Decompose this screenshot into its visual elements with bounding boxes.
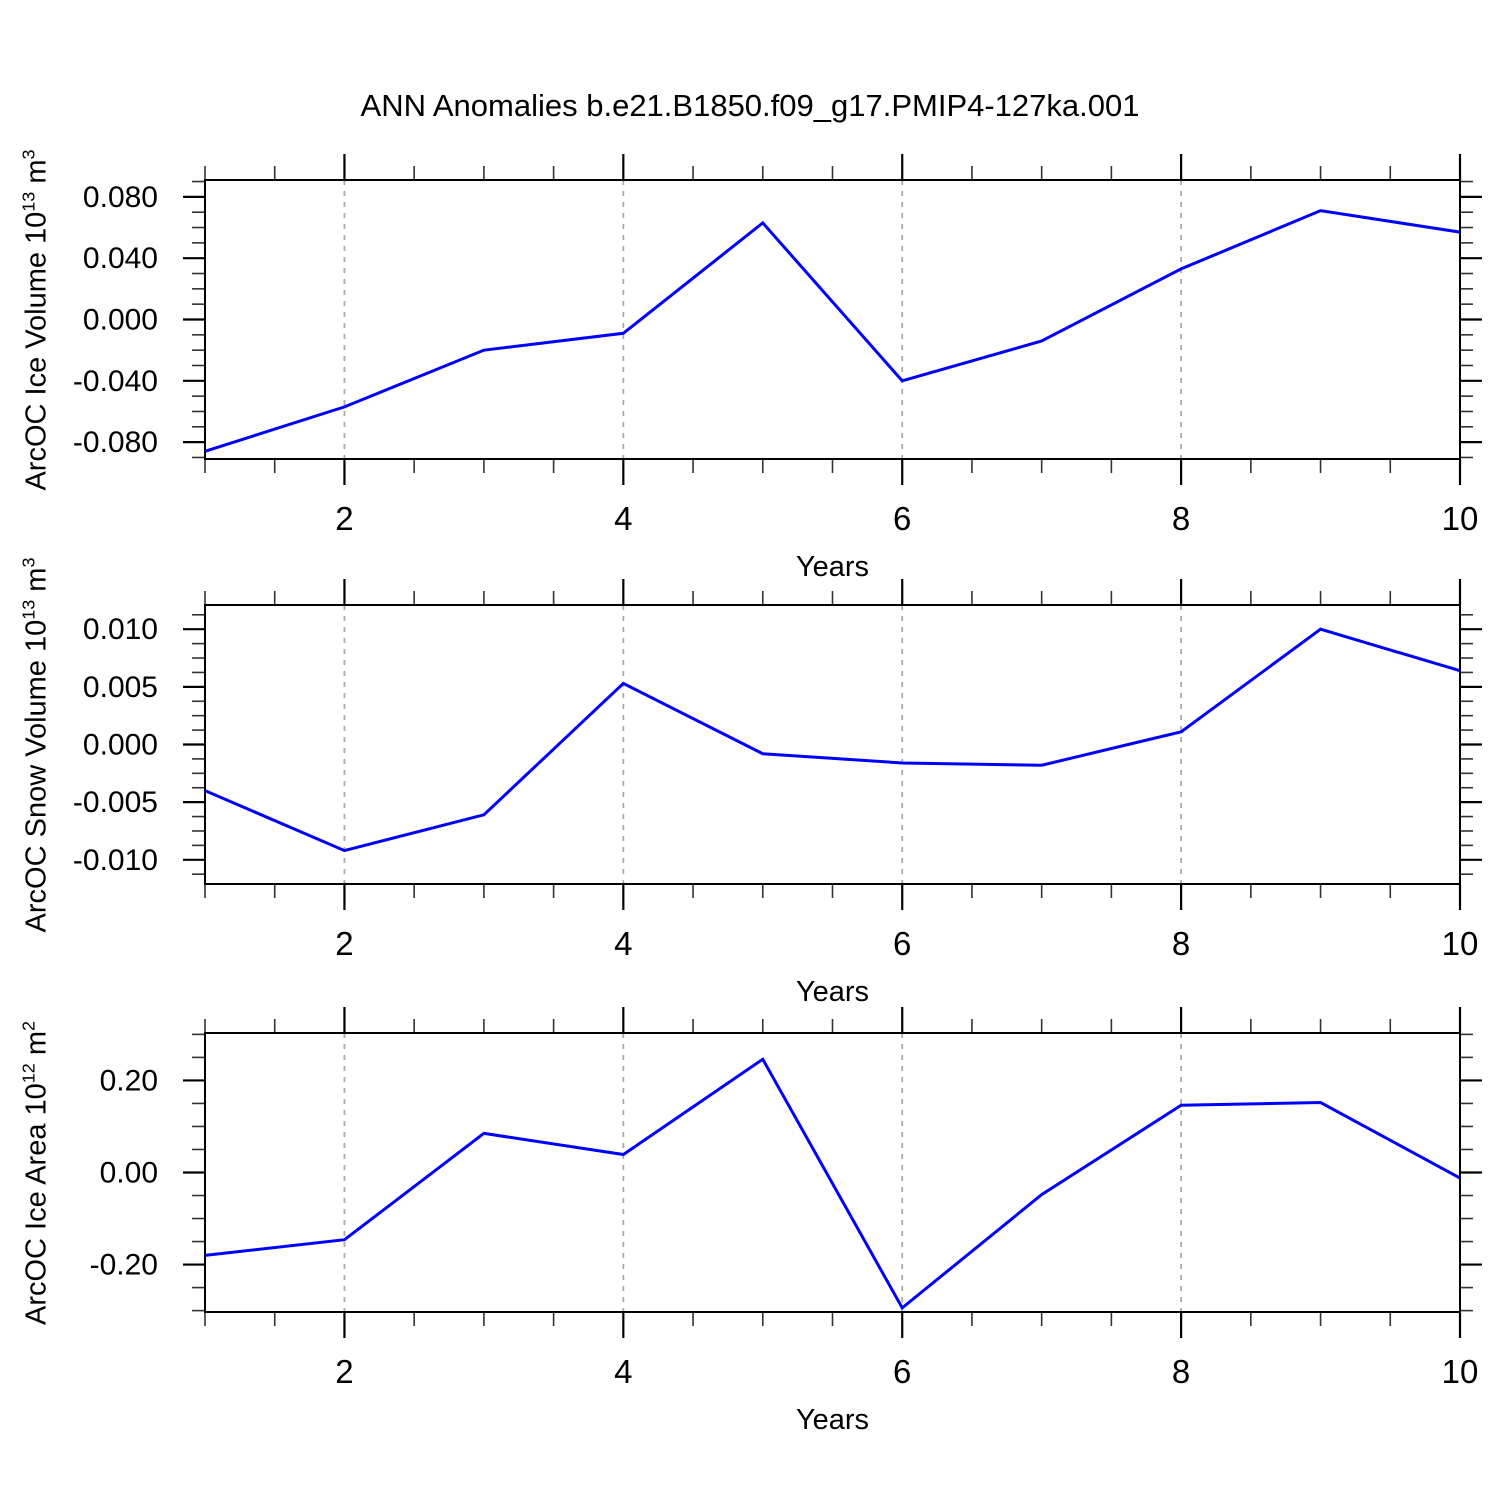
y-axis-title-text: m [20, 1030, 53, 1063]
y-tick-label: -0.010 [73, 844, 158, 877]
y-ticks [183, 1033, 1482, 1312]
gridlines [343, 180, 1183, 459]
y-tick-label: 0.000 [83, 304, 158, 337]
y-tick-label: -0.20 [90, 1249, 158, 1282]
y-tick-label: -0.005 [73, 786, 158, 819]
chart-arcoc-snow-volume: 2 4 6 8 10 -0.010 -0.005 0.000 0.005 0.010 Years [73, 579, 1482, 1008]
gridlines [343, 1033, 1183, 1312]
y-axis-title-snow-volume: ArcOC Snow Volume 1013 m3 [19, 557, 54, 932]
y-axis-title-ice-volume: ArcOC Ice Volume 1013 m3 [19, 149, 54, 490]
y-tick-label: 0.080 [83, 181, 158, 214]
y-tick-label: 0.00 [100, 1157, 158, 1190]
y-axis-title-superscript: 3 [18, 557, 39, 568]
plot-frame [204, 1032, 1461, 1313]
x-tick-label: 6 [893, 500, 911, 537]
y-axis-title-superscript: 12 [18, 1062, 39, 1083]
gridlines [343, 605, 1183, 884]
x-tick-label: 10 [1442, 1353, 1479, 1390]
x-tick-label: 4 [614, 500, 632, 537]
x-axis-label: Years [796, 1404, 869, 1436]
x-tick-label: 6 [893, 925, 911, 962]
x-tick-label: 4 [614, 925, 632, 962]
x-tick-labels: 2 4 6 8 10 [335, 1353, 1478, 1390]
x-tick-labels: 2 4 6 8 10 [335, 500, 1478, 537]
y-axis-title-text: m [20, 158, 53, 192]
y-tick-label: -0.080 [73, 426, 158, 459]
plot-frame [204, 179, 1461, 460]
chart-arcoc-ice-volume: 2 4 6 8 10 -0.080 -0.040 0.000 0.040 0.080 Years [73, 154, 1482, 583]
chart-arcoc-ice-area: 2 4 6 8 10 -0.20 0.00 0.20 Years [90, 1007, 1482, 1436]
y-axis-title-superscript: 2 [18, 1020, 39, 1031]
y-tick-label: 0.010 [83, 613, 158, 646]
x-ticks [204, 1007, 1462, 1338]
y-axis-title-text: ArcOC Snow Volume 10 [20, 619, 53, 932]
y-axis-title-ice-area: ArcOC Ice Area 1012 m2 [19, 1021, 54, 1325]
y-axis-title-text: ArcOC Ice Volume 10 [20, 211, 53, 491]
y-axis-title-text: m [20, 567, 53, 600]
y-tick-labels: -0.080 -0.040 0.000 0.040 0.080 [73, 181, 158, 459]
y-ticks [183, 613, 1482, 876]
y-tick-labels: -0.010 -0.005 0.000 0.005 0.010 [73, 613, 158, 877]
x-tick-label: 8 [1172, 1353, 1190, 1390]
series-line-arcoc-ice-area [204, 1057, 1461, 1311]
y-ticks [183, 180, 1482, 459]
y-axis-title-text: ArcOC Ice Area 10 [20, 1082, 53, 1325]
y-tick-label: 0.20 [100, 1064, 158, 1097]
y-axis-title-superscript: 3 [18, 148, 39, 159]
y-axis-title-superscript: 13 [18, 599, 39, 620]
x-tick-labels: 2 4 6 8 10 [335, 925, 1478, 962]
figure-title: ANN Anomalies b.e21.B1850.f09_g17.PMIP4-… [360, 88, 1140, 123]
x-axis-label: Years [796, 551, 869, 583]
x-ticks [204, 154, 1462, 485]
y-tick-label: 0.005 [83, 671, 158, 704]
x-tick-label: 2 [335, 1353, 353, 1390]
x-tick-label: 10 [1442, 925, 1479, 962]
x-ticks [204, 579, 1462, 910]
x-axis-label: Years [796, 976, 869, 1008]
x-tick-label: 8 [1172, 925, 1190, 962]
plot-frame [204, 604, 1461, 885]
y-tick-label: -0.040 [73, 365, 158, 398]
x-tick-label: 4 [614, 1353, 632, 1390]
x-tick-label: 10 [1442, 500, 1479, 537]
x-tick-label: 8 [1172, 500, 1190, 537]
y-tick-label: 0.000 [83, 729, 158, 762]
x-tick-label: 2 [335, 500, 353, 537]
x-tick-label: 2 [335, 925, 353, 962]
series-line-arcoc-snow-volume [204, 627, 1461, 853]
y-axis-title-superscript: 13 [18, 191, 39, 212]
y-tick-label: 0.040 [83, 242, 158, 275]
x-tick-label: 6 [893, 1353, 911, 1390]
series-line-arcoc-ice-volume [204, 209, 1461, 453]
y-tick-labels: -0.20 0.00 0.20 [90, 1064, 158, 1281]
